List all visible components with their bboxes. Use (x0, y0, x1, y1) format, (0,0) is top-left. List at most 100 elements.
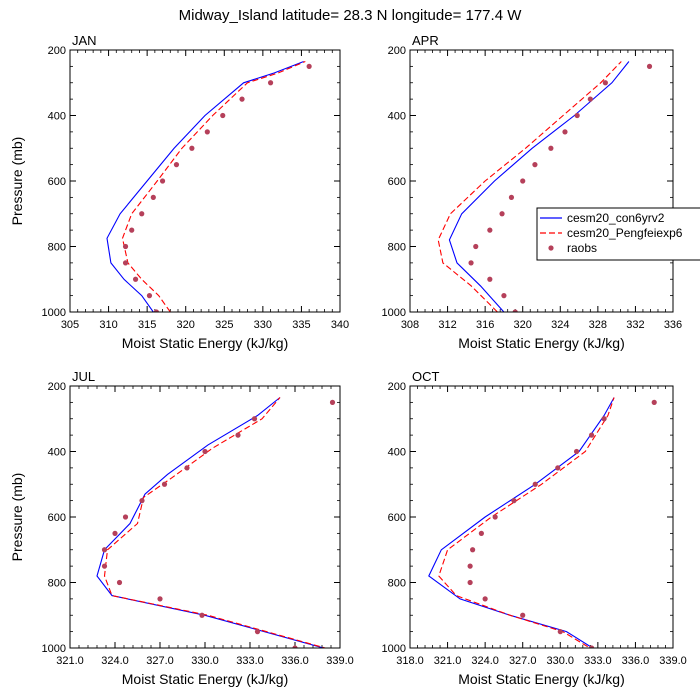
x-tick-label: 320 (514, 319, 532, 331)
plot-area (437, 61, 653, 312)
x-tick-label: 321.0 (434, 655, 462, 667)
raobs-point (254, 629, 261, 635)
raobs-point (101, 563, 108, 569)
raobs-point (587, 96, 593, 102)
x-tick-label: 333.0 (584, 655, 612, 667)
raobs-point (202, 448, 208, 455)
raobs-point (139, 498, 145, 504)
raobs-point (204, 129, 210, 135)
raobs-point (501, 293, 507, 299)
raobs-point (122, 514, 129, 520)
x-tick-label: 324.0 (101, 655, 129, 667)
raobs-point (189, 145, 195, 151)
y-tick-label: 1000 (42, 643, 66, 655)
raobs-point (601, 416, 607, 422)
raobs-point (139, 211, 145, 217)
x-tick-label: 336.0 (622, 655, 650, 667)
x-tick-label: 320 (177, 319, 195, 331)
raobs-point (651, 399, 657, 405)
raobs-point (520, 178, 526, 184)
y-tick-label: 600 (388, 512, 406, 524)
raobs-point (508, 194, 515, 200)
raobs-point (602, 80, 608, 86)
panel-title: APR (412, 33, 439, 48)
x-tick-label: 321.0 (56, 655, 84, 667)
x-axis-label: Moist Static Energy (kJ/kg) (122, 671, 289, 687)
raobs-point (153, 309, 159, 312)
raobs-point (588, 645, 595, 648)
y-axis-label: Pressure (mb) (9, 137, 25, 226)
x-tick-label: 328 (589, 319, 607, 331)
raobs-point (473, 243, 479, 250)
x-tick-label: 332 (626, 319, 644, 331)
y-tick-label: 1000 (382, 307, 406, 319)
plot-area (106, 60, 312, 312)
raobs-point (267, 80, 274, 86)
y-axis-label: Pressure (mb) (9, 473, 25, 562)
raobs-point (112, 530, 118, 536)
x-tick-label: 312 (438, 319, 456, 331)
x-tick-label: 339.0 (659, 655, 687, 667)
main-title: Midway_Island latitude= 28.3 N longitude… (179, 7, 523, 24)
y-tick-label: 800 (48, 242, 66, 254)
y-tick-label: 200 (48, 381, 66, 393)
legend-label: raobs (567, 241, 597, 255)
x-tick-label: 336 (664, 319, 682, 331)
x-tick-label: 330.0 (191, 655, 219, 667)
raobs-point (239, 96, 245, 102)
raobs-point (487, 227, 493, 233)
raobs-point (574, 112, 580, 119)
raobs-point (520, 612, 526, 618)
raobs-point (101, 547, 108, 553)
raobs-point (184, 465, 190, 471)
y-tick-label: 800 (48, 578, 66, 590)
y-tick-label: 800 (388, 578, 406, 590)
raobs-point (499, 211, 505, 217)
x-tick-label: 315 (138, 319, 156, 331)
raobs-point (487, 276, 493, 282)
x-tick-label: 327.0 (146, 655, 174, 667)
panel-oct: OCT 318.0 321.0 324.0 327.0 330.0 333.0 336.0 33… (382, 369, 687, 687)
x-tick-label: 340 (331, 319, 349, 331)
raobs-point (467, 563, 473, 569)
raobs-point (251, 416, 258, 422)
panel-title: OCT (412, 369, 440, 384)
raobs-point (150, 194, 156, 200)
series-line-pengfeiexp6 (437, 61, 622, 312)
raobs-point (146, 293, 153, 299)
raobs-point (199, 612, 205, 618)
y-tick-label: 1000 (42, 307, 66, 319)
series-line-con6yrv2 (448, 61, 630, 312)
raobs-point (129, 227, 135, 233)
plot-area (96, 397, 336, 648)
raobs-point (478, 530, 484, 536)
raobs-point (306, 63, 312, 69)
raobs-point (470, 547, 476, 553)
raobs-point (573, 448, 580, 455)
raobs-point (557, 629, 563, 635)
y-tick-label: 400 (48, 111, 66, 123)
legend-label: cesm20_con6yrv2 (567, 211, 665, 225)
series-line-pengfeiexp6 (103, 397, 328, 648)
panel-title: JAN (72, 33, 97, 48)
x-tick-label: 316 (476, 319, 494, 331)
y-tick-label: 600 (48, 176, 66, 188)
raobs-point (329, 399, 336, 405)
raobs-point (512, 309, 518, 312)
panel-jul: JUL 321.0 324.0 327.0 330.0 333.0 336.0 339.0 20… (9, 369, 354, 687)
raobs-point (235, 432, 241, 438)
series-line-con6yrv2 (96, 397, 326, 648)
x-tick-label: 318.0 (396, 655, 424, 667)
x-tick-label: 330.0 (547, 655, 575, 667)
raobs-point (482, 596, 488, 602)
raobs-point (122, 260, 129, 266)
x-tick-label: 324 (551, 319, 569, 331)
raobs-point (492, 514, 498, 520)
raobs-point (173, 162, 180, 168)
raobs-point (161, 481, 168, 487)
raobs-point (646, 63, 653, 69)
raobs-point (511, 498, 517, 504)
raobs-point (157, 596, 163, 602)
x-tick-label: 330 (254, 319, 272, 331)
x-tick-label: 327.0 (509, 655, 537, 667)
